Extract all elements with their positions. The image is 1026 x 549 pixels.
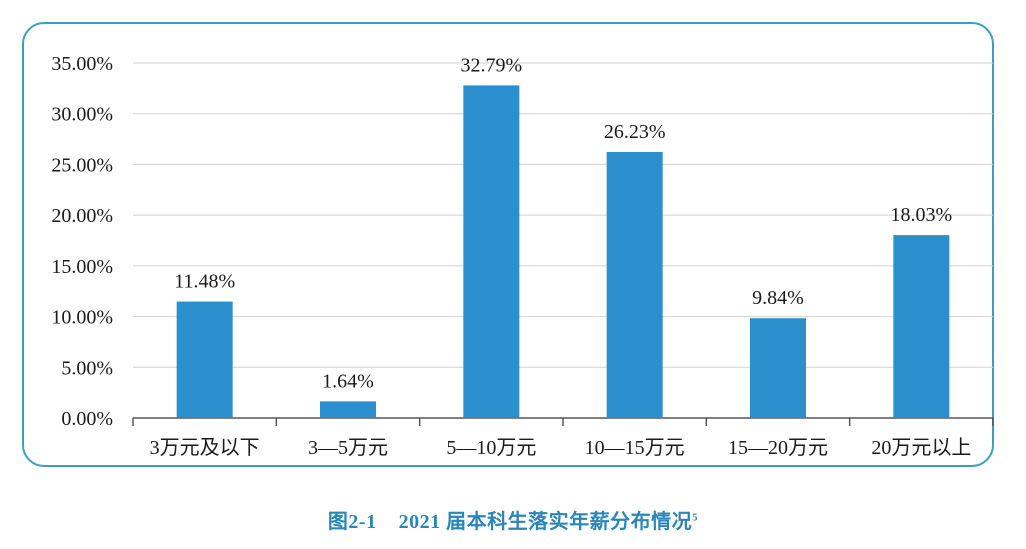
data-label: 1.64% <box>322 370 374 392</box>
y-tick-label: 0.00% <box>61 408 113 430</box>
figure-caption: 图2-1 2021 届本科生落实年薪分布情况5 <box>0 505 1026 534</box>
data-label: 9.84% <box>752 287 804 309</box>
figure-number: 图2-1 <box>327 511 377 533</box>
bar <box>606 151 663 418</box>
y-tick-label: 30.00% <box>51 104 113 126</box>
data-label: 18.03% <box>890 204 952 226</box>
y-tick-label: 5.00% <box>61 357 113 379</box>
data-label: 32.79% <box>460 54 522 76</box>
x-tick-label: 3—5万元 <box>308 437 388 459</box>
footnote-mark: 5 <box>692 511 699 524</box>
x-tick-label: 20万元以上 <box>871 436 971 459</box>
y-tick-label: 25.00% <box>51 154 113 176</box>
bar <box>320 401 376 418</box>
x-tick-label: 15—20万元 <box>728 437 828 459</box>
y-tick-label: 15.00% <box>51 256 113 278</box>
bar <box>893 235 950 418</box>
figure-title: 2021 届本科生落实年薪分布情况 <box>398 511 693 533</box>
bar <box>176 301 233 418</box>
y-tick-label: 10.00% <box>51 307 113 329</box>
x-tick-label: 3万元及以下 <box>150 437 260 459</box>
bar <box>750 318 806 418</box>
data-label: 26.23% <box>604 121 666 143</box>
y-tick-label: 20.00% <box>51 205 113 227</box>
x-tick-label: 5—10万元 <box>446 437 536 459</box>
data-label: 11.48% <box>174 271 235 293</box>
bar <box>463 85 520 418</box>
y-tick-label: 35.00% <box>51 53 113 75</box>
x-tick-label: 10—15万元 <box>585 437 685 459</box>
